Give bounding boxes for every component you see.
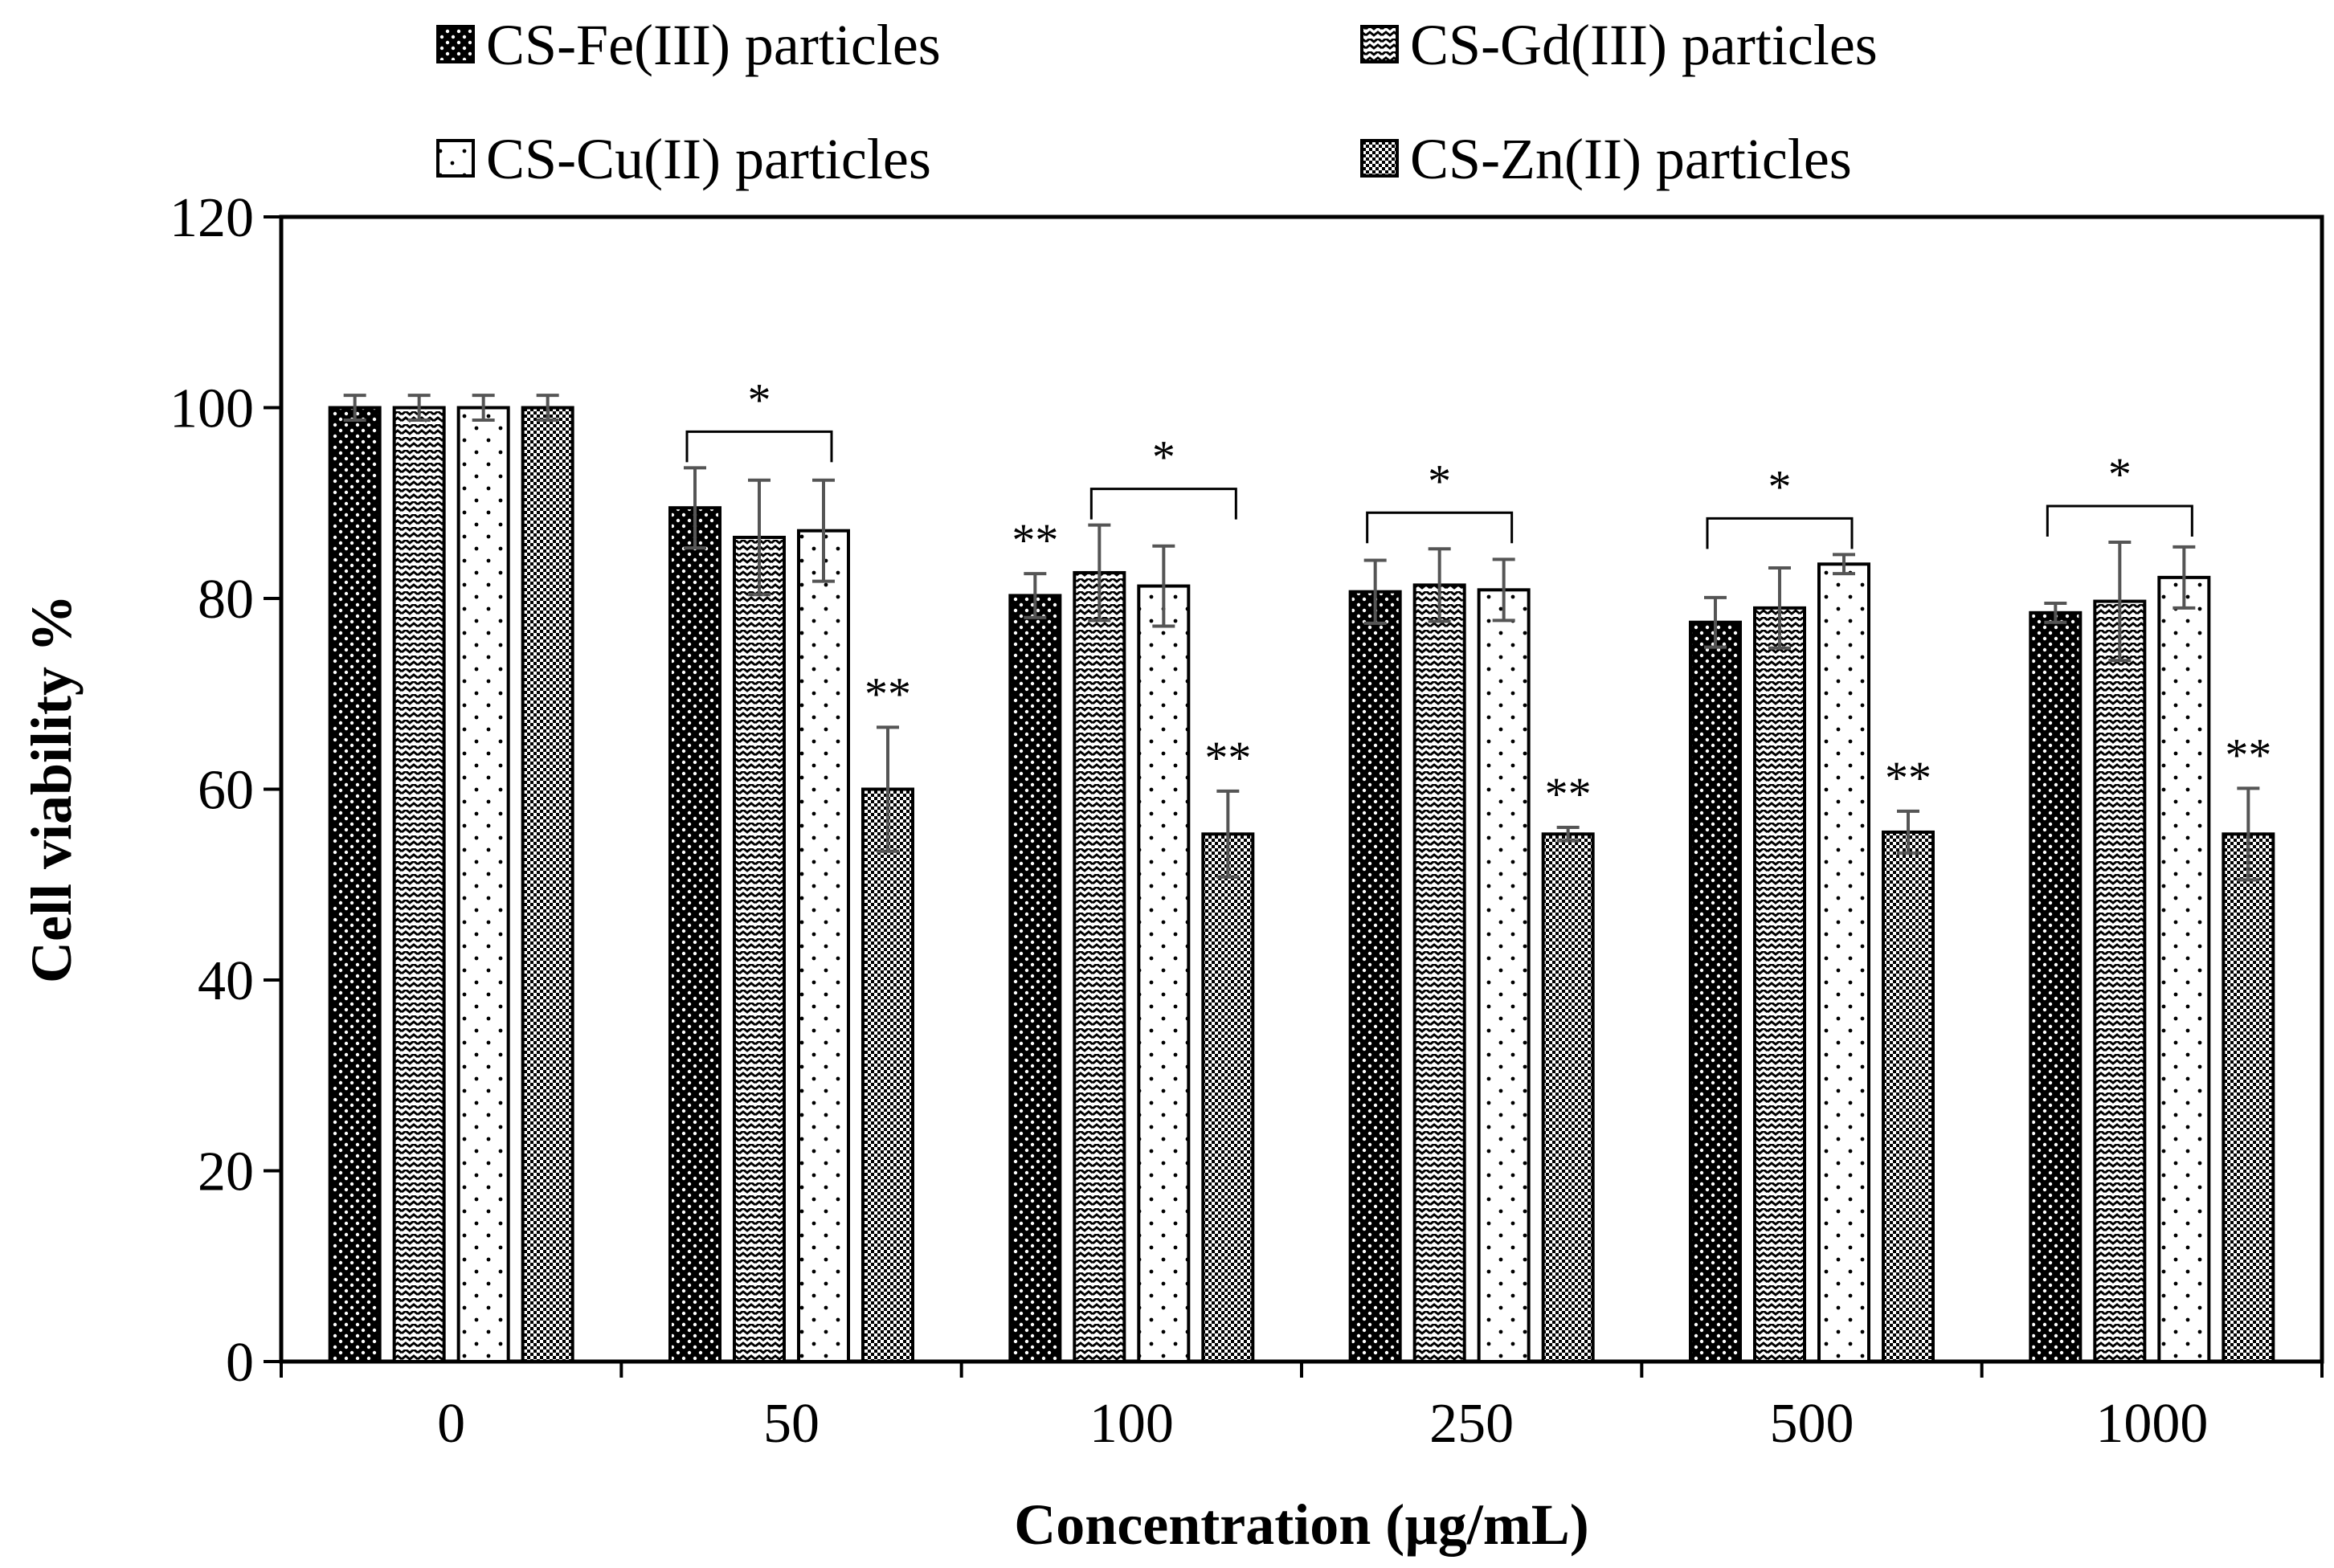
legend-label: CS-Gd(III) particles [1410,13,1878,77]
y-axis-title: Cell viability % [19,594,84,983]
legend-swatch [436,139,475,178]
legend-label: CS-Zn(II) particles [1410,127,1852,191]
bar [1817,562,1870,1363]
significance-bracket [685,430,833,463]
y-tick-label: 100 [170,378,254,440]
significance-annotation: ** [1885,752,1931,804]
significance-label: * [1152,431,1175,484]
y-tick-label: 20 [198,1141,254,1203]
bar [668,506,721,1363]
x-axis-title: Concentration (µg/mL) [1014,1492,1588,1557]
bars-layer [328,406,2275,1363]
plot-area-frame [279,214,2324,1364]
bar [456,406,510,1363]
y-tick-label: 40 [198,950,254,1012]
legend: CS-Fe(III) particles CS-Gd(III) particles… [436,13,1878,191]
y-axis: 0 20 40 60 80 100 120 [170,187,281,1394]
x-tick-label: 0 [437,1393,465,1455]
significance-bracket [1706,517,1854,549]
bar [733,536,786,1363]
significance-bracket [1089,488,1237,520]
bar [328,406,382,1363]
bar [1073,570,1126,1363]
x-tick-label: 1000 [2095,1393,2208,1455]
bar [1201,832,1255,1363]
bar [2157,575,2211,1363]
bar [2222,832,2275,1363]
y-tick-label: 80 [198,569,254,631]
bar [1412,583,1466,1363]
bar [1541,832,1595,1363]
x-axis: 0 50 100 250 500 1000 [280,1362,2324,1455]
bar [1689,620,1742,1363]
bar [2093,599,2147,1363]
bar [1008,594,1062,1363]
significance-annotation: ** [1012,514,1058,566]
bar [1348,590,1402,1363]
significance-label: * [1428,455,1451,507]
significance-layer: ** * * ********* ** ** [685,374,2271,820]
legend-swatch [1360,139,1399,178]
bar [392,406,446,1363]
significance-label: * [748,374,771,426]
significance-label: * [2108,448,2132,500]
significance-bracket [1366,511,1514,544]
x-tick-label: 100 [1089,1393,1174,1455]
significance-annotation: ** [2225,729,2271,781]
bar [1137,584,1191,1363]
significance-annotation: ** [1545,768,1592,820]
x-tick-label: 250 [1429,1393,1514,1455]
y-tick-label: 0 [226,1332,254,1394]
x-tick-label: 50 [763,1393,820,1455]
legend-swatch [1360,25,1399,63]
y-tick-label: 60 [198,760,254,822]
legend-label: CS-Cu(II) particles [486,127,931,191]
bar [521,406,574,1363]
significance-annotation: ** [1204,732,1251,784]
y-tick-label: 120 [170,187,254,249]
bar [797,529,850,1363]
legend-swatch [436,25,475,63]
x-tick-label: 500 [1770,1393,1854,1455]
bar [1477,588,1531,1363]
legend-label: CS-Fe(III) particles [486,13,941,77]
significance-annotation: ** [865,668,911,720]
significance-label: * [1768,460,1792,512]
significance-bracket [2046,504,2193,537]
bar [2029,610,2083,1363]
bar [1753,606,1806,1363]
bar [861,787,914,1363]
bar [1882,830,1935,1363]
error-bars-layer [343,394,2260,882]
